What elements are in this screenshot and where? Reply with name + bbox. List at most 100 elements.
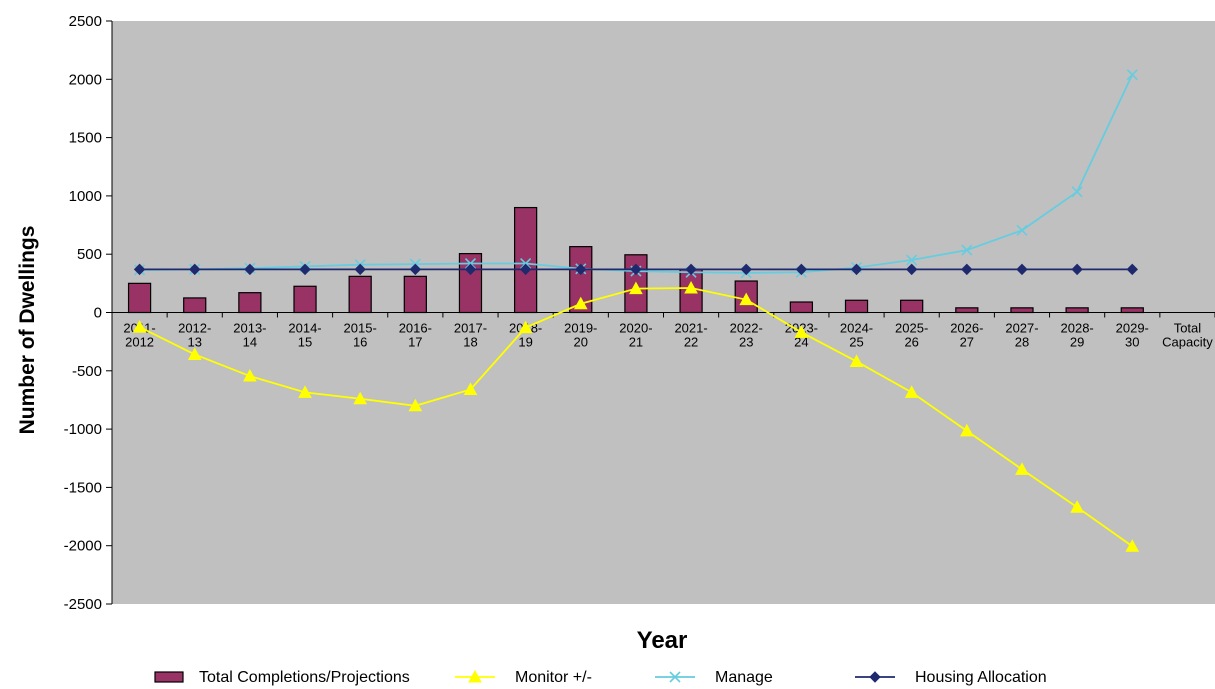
data-point: [519, 263, 532, 276]
y-tick-label: 1000: [69, 188, 102, 205]
data-point: [298, 385, 312, 398]
data-point: [740, 263, 752, 276]
data-point: [354, 263, 366, 276]
data-point: [573, 296, 588, 310]
legend-label: Manage: [715, 669, 773, 686]
x-tick-label: 2026-27: [950, 321, 983, 350]
bar: [844, 299, 869, 314]
legend-item: Manage: [655, 669, 773, 686]
data-point: [794, 325, 809, 338]
data-point: [959, 423, 974, 437]
legend-item: Housing Allocation: [855, 669, 1047, 686]
bar: [789, 301, 814, 314]
data-point: [133, 263, 146, 276]
data-point: [464, 257, 477, 270]
y-tick-label: 0: [94, 305, 102, 322]
data-point: [1071, 263, 1083, 276]
data-point: [187, 347, 202, 360]
data-point: [243, 369, 257, 382]
legend-item: Total Completions/Projections: [154, 669, 410, 686]
data-point: [299, 263, 311, 276]
data-point: [904, 385, 919, 398]
data-point: [244, 263, 256, 276]
data-point: [132, 320, 147, 333]
data-point: [520, 257, 532, 270]
data-point: [1126, 263, 1138, 276]
series-line: [133, 263, 1138, 276]
y-ticks-group: -2500 -2000 -1500 -1000 -500 0 500 1000 1500 2000…: [64, 13, 112, 613]
x-tick-label: 2025-26: [895, 321, 928, 350]
y-tick-label: 1500: [69, 130, 102, 147]
y-tick-label: -2000: [64, 538, 102, 555]
x-axis-title: Year: [637, 627, 688, 654]
legend-label: Total Completions/Projections: [199, 669, 410, 686]
data-point: [463, 382, 478, 395]
x-tick-label: Total Capacity: [1162, 321, 1213, 350]
data-point: [1071, 186, 1083, 198]
x-tick-label: 2028-29: [1061, 321, 1094, 350]
data-point: [629, 281, 643, 295]
data-point: [906, 254, 918, 266]
data-point: [468, 669, 482, 683]
legend-label: Monitor +/-: [515, 669, 592, 686]
x-tick-label: 2017-18: [454, 321, 487, 350]
x-tick-label: 2012-13: [178, 321, 211, 350]
y-tick-label: -1500: [64, 479, 102, 496]
x-tick-label: 2022-23: [730, 321, 763, 350]
bar: [403, 275, 427, 314]
x-tick-label: 2020-21: [619, 321, 652, 350]
data-point: [1016, 224, 1028, 236]
y-tick-label: -500: [72, 363, 102, 380]
bar: [1010, 307, 1034, 314]
data-point: [685, 263, 697, 276]
y-axis-title: Number of Dwellings: [16, 226, 39, 435]
data-point: [849, 354, 864, 367]
data-point: [464, 263, 477, 276]
bar: [1120, 307, 1144, 314]
legend-label: Housing Allocation: [915, 669, 1047, 686]
data-point: [869, 671, 881, 683]
x-tick-label: 2015-16: [344, 321, 377, 350]
data-point: [961, 263, 973, 276]
data-point: [630, 263, 642, 276]
data-point: [1015, 462, 1029, 475]
bar: [348, 275, 372, 314]
data-point: [408, 398, 423, 412]
x-tick-label: 2021-22: [674, 321, 707, 350]
x-tick-label: 2013-14: [233, 321, 266, 350]
bar: [293, 285, 317, 314]
y-tick-label: 2000: [69, 71, 102, 88]
x-tick-label: 2027-28: [1005, 321, 1038, 350]
bar: [513, 206, 538, 314]
data-point: [1126, 69, 1138, 81]
data-point: [850, 263, 863, 276]
data-point: [961, 244, 973, 256]
lines-group: [132, 69, 1140, 552]
x-tick-label: 2029-30: [1116, 321, 1149, 350]
x-tick-label: 2016-17: [399, 321, 432, 350]
x-tick-label: 2024-25: [840, 321, 873, 350]
data-point: [409, 263, 422, 276]
bar: [1065, 307, 1089, 314]
bar: [238, 292, 262, 314]
x-tick-label: 2019-20: [564, 321, 597, 350]
y-tick-label: 2500: [69, 13, 102, 30]
y-tick-label: -1000: [64, 421, 102, 438]
data-point: [518, 320, 533, 334]
bar: [127, 282, 152, 314]
data-point: [795, 263, 808, 276]
legend: Total Completions/Projections Monitor +/-…: [154, 669, 1047, 686]
series-line: [132, 280, 1140, 552]
data-point: [684, 280, 698, 294]
y-tick-label: 500: [77, 246, 102, 263]
data-point: [353, 391, 368, 405]
bar: [955, 307, 979, 314]
data-point: [1016, 263, 1028, 276]
legend-item: Monitor +/-: [455, 669, 592, 686]
data-point: [905, 263, 918, 276]
bar: [900, 299, 924, 314]
data-point: [1070, 500, 1084, 513]
data-point: [739, 292, 754, 306]
legend-swatch: [154, 671, 184, 683]
